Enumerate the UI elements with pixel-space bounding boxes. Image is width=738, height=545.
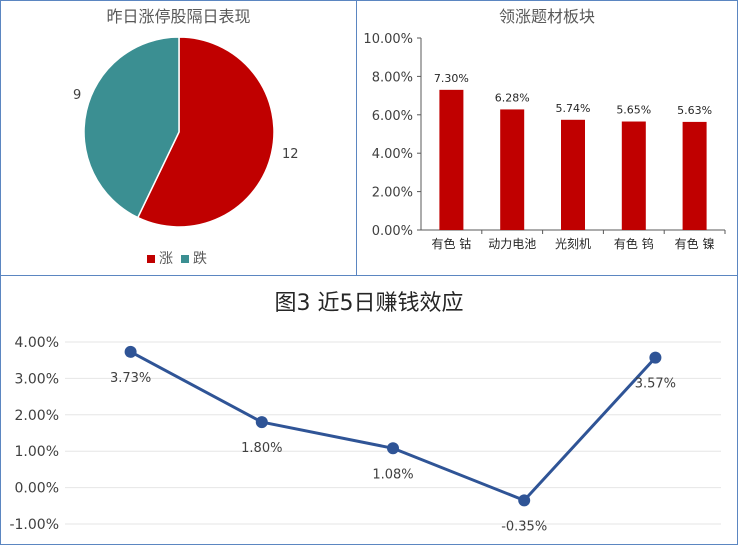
bar-data-label: 5.63% xyxy=(677,104,712,117)
legend-label: 涨 xyxy=(159,251,173,267)
legend-swatch xyxy=(181,255,189,263)
x-tick-label: 有色 钨 xyxy=(614,236,654,251)
x-tick-label: 有色 镍 xyxy=(675,237,715,251)
bar xyxy=(439,89,464,230)
bar-chart-title: 领涨题材板块 xyxy=(498,7,595,26)
pie-slice-value-label: 12 xyxy=(282,147,299,162)
point-data-label: 1.08% xyxy=(372,467,413,482)
bar-data-label: 5.74% xyxy=(556,102,591,115)
x-tick-label: 动力电池 xyxy=(488,237,536,251)
pie-chart: 12 9 涨 跌 xyxy=(73,36,299,267)
bar xyxy=(561,119,585,230)
line-chart-title: 图3 近5日赚钱效应 xyxy=(274,291,464,316)
pie-chart-title: 昨日涨停股隔日表现 xyxy=(106,7,251,26)
bar-chart: 0.00% 2.00% 4.00% 6.00% 8.00% 10.00% 7.30% 有色 钴… xyxy=(363,32,726,251)
y-tick-label: 4.00% xyxy=(15,335,59,351)
bar-chart-panel: 领涨题材板块 0.00% 2.00% 4.00% 6.00% 8.00% 10.00% 7.… xyxy=(357,0,738,276)
bar-data-label: 5.65% xyxy=(616,104,651,117)
y-tick-label: 4.00% xyxy=(372,147,413,162)
y-tick-label: 0.00% xyxy=(372,224,413,239)
bar xyxy=(682,121,707,230)
data-point xyxy=(649,351,662,364)
legend-label: 跌 xyxy=(193,251,207,267)
y-tick-label: 6.00% xyxy=(372,109,413,124)
data-point xyxy=(518,494,531,507)
data-point xyxy=(387,442,399,455)
bar xyxy=(621,121,646,230)
pie-slice-up xyxy=(136,36,275,228)
y-tick-label: 2.00% xyxy=(15,408,59,424)
data-point xyxy=(255,416,268,429)
pie-slice-down xyxy=(83,36,180,219)
line-chart-panel: 图3 近5日赚钱效应 -1.00% 0.00% 1.00% 2.00% 3.00% 4.0… xyxy=(0,276,738,545)
y-tick-label: 8.00% xyxy=(372,70,413,85)
y-tick-label: 1.00% xyxy=(15,444,59,460)
bar-data-label: 7.30% xyxy=(434,72,469,85)
data-point xyxy=(124,345,137,358)
bar-data-label: 6.28% xyxy=(495,91,530,104)
point-data-label: -0.35% xyxy=(501,519,547,534)
y-tick-label: -1.00% xyxy=(9,517,59,533)
y-tick-label: 0.00% xyxy=(15,481,59,497)
pie-chart-panel: 昨日涨停股隔日表现 12 9 涨 跌 xyxy=(0,0,357,276)
legend-swatch xyxy=(147,255,155,263)
y-tick-label: 10.00% xyxy=(363,32,413,47)
point-data-label: 3.73% xyxy=(110,371,151,386)
bar xyxy=(500,109,525,230)
line-chart: -1.00% 0.00% 1.00% 2.00% 3.00% 4.00% 3.73% 1.80… xyxy=(9,335,721,534)
point-data-label: 3.57% xyxy=(635,377,676,392)
point-data-label: 1.80% xyxy=(241,441,282,456)
y-tick-label: 3.00% xyxy=(15,371,59,387)
pie-slice-value-label: 9 xyxy=(73,88,81,103)
x-tick-label: 有色 钴 xyxy=(431,236,471,251)
x-tick-label: 光刻机 xyxy=(555,237,591,251)
y-tick-label: 2.00% xyxy=(372,186,413,201)
